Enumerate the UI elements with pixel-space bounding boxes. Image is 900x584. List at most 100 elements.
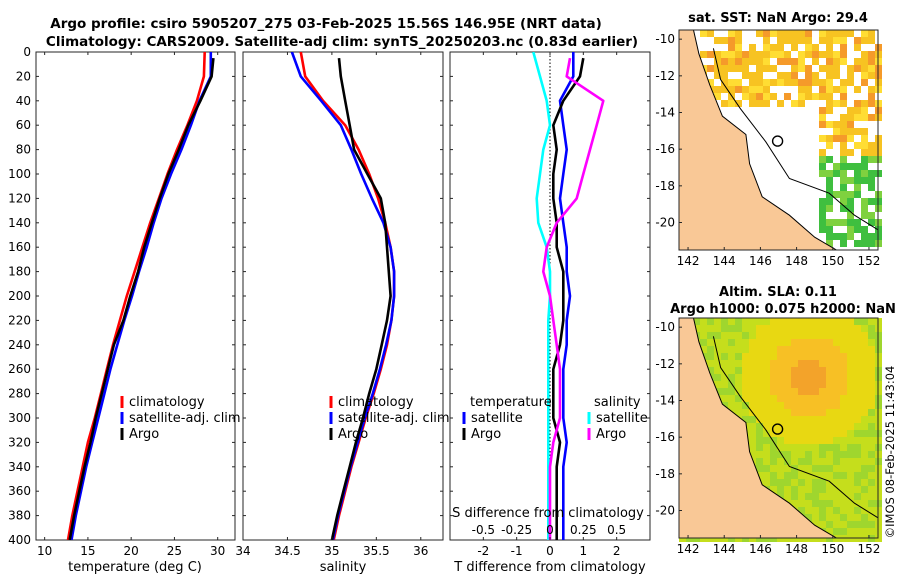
map-cell [819, 149, 826, 156]
map-cell [770, 318, 777, 325]
map-cell [735, 402, 742, 409]
map-cell [840, 500, 847, 507]
map-cell [756, 318, 763, 325]
legend-label-satellite: satellite-adj. clim [338, 411, 450, 426]
map-cell [847, 226, 854, 233]
watermark: ©IMOS 08-Feb-2025 11:43:04 [883, 366, 897, 539]
map-cell [791, 72, 798, 79]
map-cell [826, 142, 833, 149]
map-cell [854, 388, 861, 395]
map-cell [833, 339, 840, 346]
map-cell [826, 233, 833, 240]
map-cell [833, 381, 840, 388]
map-cell [819, 465, 826, 472]
map-cell [840, 240, 847, 247]
map-cell [840, 184, 847, 191]
map-cell [735, 51, 742, 58]
map-cell [805, 465, 812, 472]
map-cell [749, 430, 756, 437]
map-cell [798, 339, 805, 346]
map-cell [763, 37, 770, 44]
map-cell [840, 416, 847, 423]
map-cell [763, 51, 770, 58]
map-cell [819, 93, 826, 100]
map-cell [749, 72, 756, 79]
map-cell [819, 37, 826, 44]
depth-tick-label: 60 [16, 118, 31, 132]
map-cell [847, 493, 854, 500]
map-cell [791, 430, 798, 437]
map-cell [805, 514, 812, 521]
map-cell [756, 402, 763, 409]
map-cell [791, 58, 798, 65]
map-cell [763, 346, 770, 353]
map-cell [812, 465, 819, 472]
map-cell [812, 451, 819, 458]
map-cell [854, 107, 861, 114]
map-cell [791, 423, 798, 430]
map-cell [819, 402, 826, 409]
map-cell [798, 423, 805, 430]
map-cell [777, 44, 784, 51]
map-cell [714, 58, 721, 65]
map-cell [826, 367, 833, 374]
map-cell [770, 346, 777, 353]
map-cell [847, 212, 854, 219]
map-cell [791, 479, 798, 486]
map-cell [833, 395, 840, 402]
map-cell [791, 374, 798, 381]
salinity-legend: climatology satellite-adj. clim Argo [329, 395, 450, 442]
map-cell [784, 451, 791, 458]
map-cell [742, 395, 749, 402]
map-cell [861, 430, 868, 437]
map-cell [840, 507, 847, 514]
map-cell [819, 332, 826, 339]
map-cell [798, 507, 805, 514]
depth-tick-label: 280 [8, 387, 31, 401]
map-cell [784, 458, 791, 465]
map-cell [833, 332, 840, 339]
map-cell [756, 416, 763, 423]
map-cell [798, 325, 805, 332]
map-cell [777, 472, 784, 479]
map-cell [840, 219, 847, 226]
x-tick-label-2: -0.25 [501, 523, 532, 537]
map-cell [868, 219, 875, 226]
map-cell [721, 367, 728, 374]
map-cell [819, 416, 826, 423]
map-cell [826, 30, 833, 37]
map-cell [812, 423, 819, 430]
map-cell [861, 149, 868, 156]
map-cell [819, 437, 826, 444]
map-cell [784, 423, 791, 430]
lat-tick-label: -16 [655, 142, 675, 156]
lon-tick-label: 152 [858, 542, 881, 556]
map-cell [847, 423, 854, 430]
map-cell [805, 367, 812, 374]
map-cell [847, 332, 854, 339]
x-tick-label: 2 [613, 544, 621, 558]
map-cell [847, 486, 854, 493]
map-cell [868, 325, 875, 332]
map-cell [833, 374, 840, 381]
map-cell [826, 198, 833, 205]
map-cell [714, 318, 721, 325]
map-cell [826, 458, 833, 465]
depth-axis: 0 20 40 60 80 100 120 140 160 180 200 220 240 260 280 3… [8, 45, 650, 547]
map-cell [728, 339, 735, 346]
map-cell [854, 486, 861, 493]
lon-tick-label: 146 [749, 542, 772, 556]
map-cell [721, 79, 728, 86]
map-cell [847, 437, 854, 444]
map-cell [861, 486, 868, 493]
map-cell [728, 93, 735, 100]
map-cell [840, 479, 847, 486]
map-cell [777, 367, 784, 374]
map-cell [791, 451, 798, 458]
map-cell [833, 500, 840, 507]
map-cell [721, 353, 728, 360]
map-cell [854, 44, 861, 51]
map-cell [847, 430, 854, 437]
map-cell [798, 100, 805, 107]
map-cell [756, 451, 763, 458]
